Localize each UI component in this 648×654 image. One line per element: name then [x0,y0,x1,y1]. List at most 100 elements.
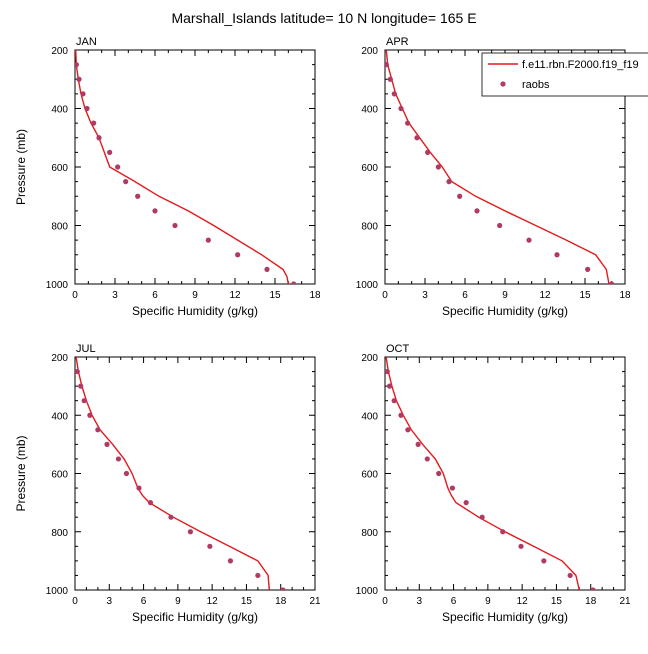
panel-title: JAN [76,36,97,48]
raobs-point [205,237,211,243]
x-tick-label: 18 [619,290,631,301]
raobs-point [123,179,129,185]
y-tick-label: 800 [51,528,68,539]
raobs-point [123,470,130,477]
x-tick-label: 15 [269,290,281,301]
y-tick-label: 200 [51,353,68,364]
raobs-point [107,149,113,155]
panel-oct: OCT 0 3 6 9 12 15 18 21 200 400 600 800 1000 Specific … [356,343,631,624]
x-tick-label: 9 [502,290,508,301]
model-line [75,357,270,590]
panel-data [75,357,286,590]
raobs-point [207,543,213,549]
x-tick-label: 9 [192,290,198,301]
x-tick-label: 0 [382,290,388,301]
raobs-point [104,441,110,447]
x-axis-label: Specific Humidity (g/kg) [442,304,568,318]
raobs-point [554,252,560,258]
y-tick-label: 400 [361,411,378,422]
panel-data [385,50,615,284]
legend-box [481,52,648,97]
raobs-point [172,222,178,229]
raobs-point [264,266,270,272]
y-tick-label: 200 [51,46,68,57]
raobs-point [500,529,506,535]
raobs-point [449,485,456,491]
x-tick-label: 0 [382,596,388,607]
raobs-point [457,193,463,199]
x-tick-label: 15 [241,596,253,607]
plot-frame [74,356,316,591]
model-line [75,50,289,284]
raobs-point [436,470,442,477]
raobs-point [78,383,84,389]
x-tick-label: 9 [485,596,491,607]
raobs-point [609,281,615,284]
x-tick-label: 15 [551,596,563,607]
x-tick-label: 18 [275,596,287,607]
raobs-point [386,383,393,389]
raobs-point [526,237,532,243]
panel-title: APR [386,36,409,48]
x-tick-label: 12 [539,290,551,301]
raobs-point [115,164,121,170]
raobs-point [479,514,485,520]
raobs-point [235,252,241,258]
raobs-point [75,368,80,375]
panel-data [75,50,297,284]
x-tick-label: 6 [462,290,468,301]
raobs-point [75,62,79,68]
raobs-point [463,500,469,506]
x-tick-label: 3 [107,596,113,607]
x-tick-label: 0 [72,290,78,301]
raobs-point [405,120,411,126]
raobs-point [76,76,82,82]
raobs-point [541,558,547,564]
x-tick-label: 18 [585,596,597,607]
panel-jul: JUL 0 3 6 9 12 15 18 21 200 400 600 800 1000 Specific … [14,343,321,624]
x-tick-label: 3 [422,290,428,301]
y-tick-label: 600 [361,470,378,481]
panel-apr: APR 0 3 6 9 12 15 18 200 400 600 800 1000 Specific Hu… [356,36,631,318]
panel-title: OCT [386,343,410,355]
raobs-point [91,120,97,126]
raobs-point [497,222,503,229]
raobs-point [385,62,389,68]
raobs-point [147,500,154,506]
x-tick-label: 21 [619,596,631,607]
raobs-point [425,149,431,155]
raobs-point [585,266,591,272]
raobs-point [446,179,452,185]
y-tick-label: 600 [361,163,378,174]
raobs-point [387,76,393,82]
x-tick-label: 6 [152,290,158,301]
y-tick-label: 400 [361,105,378,116]
x-axis-label: Specific Humidity (g/kg) [132,304,258,318]
panel-data [385,357,596,590]
y-tick-label: 1000 [46,586,69,597]
raobs-point [405,427,411,433]
raobs-point [415,441,421,447]
legend-label-model: f.e11.rbn.F2000.f19_f19 [522,59,639,71]
x-tick-label: 12 [517,596,529,607]
panel-title: JUL [76,343,96,355]
raobs-point [168,514,174,520]
raobs-point [280,587,286,590]
x-tick-label: 0 [72,596,78,607]
y-tick-label: 800 [361,222,378,233]
y-axis-label: Pressure (mb) [14,435,28,511]
raobs-point [115,456,122,462]
y-tick-label: 200 [361,353,378,364]
x-tick-label: 12 [207,596,219,607]
x-tick-label: 6 [451,596,457,607]
raobs-point [590,587,596,590]
raobs-point [435,164,441,170]
raobs-point [474,208,480,214]
y-tick-label: 1000 [356,586,379,597]
raobs-point [136,485,142,491]
x-tick-label: 12 [229,290,241,301]
x-tick-label: 18 [309,290,321,301]
x-axis-label: Specific Humidity (g/kg) [132,610,258,624]
raobs-point [84,105,90,112]
